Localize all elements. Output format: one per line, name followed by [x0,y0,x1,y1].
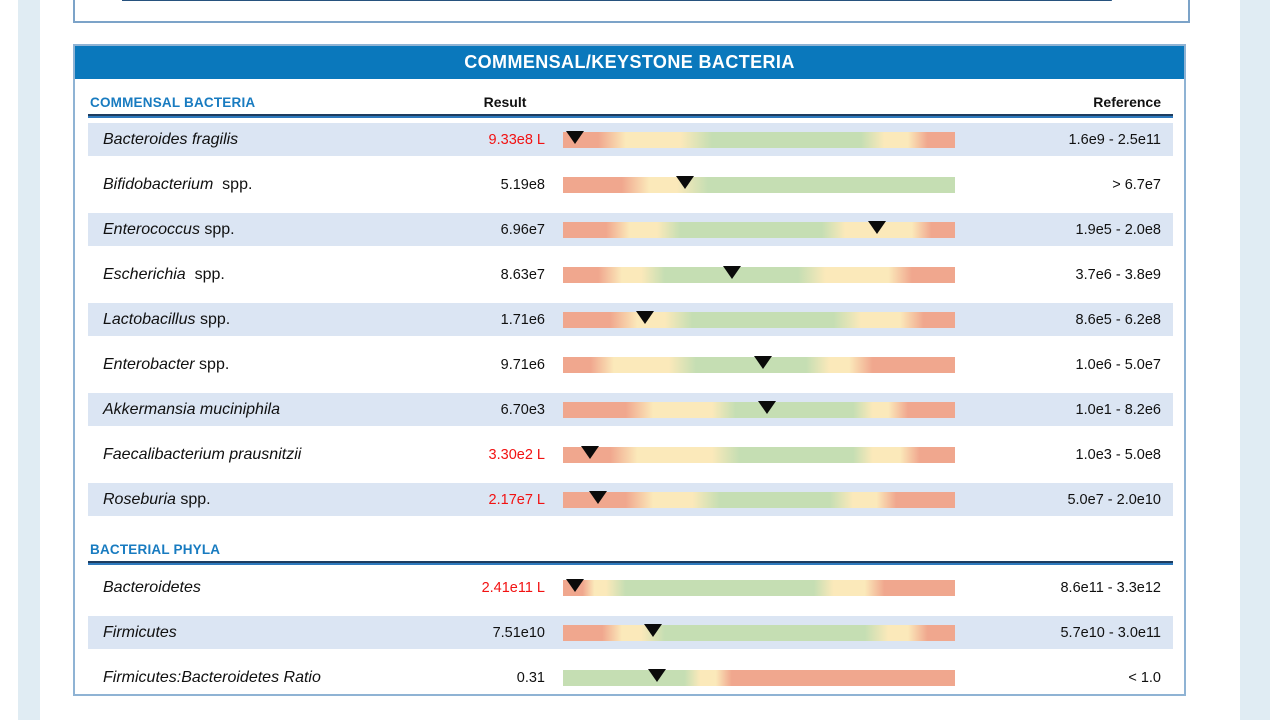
result-value: 3.30e2 L [488,446,545,463]
reference-range: < 1.0 [1128,669,1161,686]
result-marker-icon [753,355,772,369]
result-marker-icon [565,130,584,144]
reference-range: 1.0e3 - 5.0e8 [1075,446,1161,463]
header-rule [88,114,1173,118]
page-edge-left [18,0,40,720]
result-value: 8.63e7 [500,266,545,283]
result-marker-icon [581,445,600,459]
reference-range-bar [563,668,955,686]
commensal-keystone-panel: COMMENSAL/KEYSTONE BACTERIA COMMENSAL BA… [73,44,1186,696]
result-marker-icon [675,175,694,189]
result-value: 1.71e6 [500,311,545,328]
organism-name: Firmicutes [103,623,177,641]
table-row: Akkermansia muciniphila 6.70e3 1.0e1 - 8.2… [88,393,1173,426]
result-value: 5.19e8 [500,176,545,193]
column-header-reference: Reference [1093,94,1161,110]
table-row: Enterobacter spp. 9.71e6 1.0e6 - 5.0e7 [88,348,1173,381]
reference-range-bar [563,265,955,283]
organism-name: Lactobacillus spp. [103,310,231,328]
column-header-result: Result [483,94,527,110]
organism-name: Akkermansia muciniphila [103,400,280,418]
panel-title: COMMENSAL/KEYSTONE BACTERIA [464,52,795,72]
section-heading-bacterial-phyla: BACTERIAL PHYLA [90,542,221,557]
reference-range: 1.6e9 - 2.5e11 [1068,131,1161,148]
table-row: Roseburia spp. 2.17e7 L 5.0e7 - 2.0e10 [88,483,1173,516]
organism-name: Bacteroidetes [103,578,201,596]
reference-range: 5.7e10 - 3.0e11 [1060,624,1161,641]
reference-range-bar [563,490,955,508]
result-value: 2.41e11 L [481,579,545,596]
result-marker-icon [648,668,667,682]
result-marker-icon [757,400,776,414]
reference-range: 8.6e5 - 6.2e8 [1075,311,1161,328]
result-value: 0.31 [516,669,545,686]
table-row: Bacteroides fragilis 9.33e8 L 1.6e9 - 2.5e… [88,123,1173,156]
reference-range-bar [563,578,955,596]
organism-name: Roseburia spp. [103,490,211,508]
reference-range-bar [563,355,955,373]
result-value: 7.51e10 [492,624,545,641]
column-header-group: COMMENSAL BACTERIA [90,94,256,110]
table-row: Faecalibacterium prausnitzii 3.30e2 L 1.0e… [88,438,1173,471]
reference-range: 1.0e1 - 8.2e6 [1075,401,1161,418]
organism-name: Enterobacter spp. [103,355,230,373]
result-value: 6.70e3 [500,401,545,418]
reference-range: > 6.7e7 [1112,176,1161,193]
result-marker-icon [565,578,584,592]
result-marker-icon [722,265,741,279]
reference-range-bar [563,175,955,193]
reference-range: 5.0e7 - 2.0e10 [1067,491,1161,508]
reference-range-bar [563,623,955,641]
reference-range: 8.6e11 - 3.3e12 [1060,579,1161,596]
organism-name: Faecalibacterium prausnitzii [103,445,302,463]
result-value: 9.71e6 [500,356,545,373]
reference-range-bar [563,445,955,463]
table-row: Bacteroidetes 2.41e11 L 8.6e11 - 3.3e12 [88,571,1173,604]
organism-name: Enterococcus spp. [103,220,235,238]
panel-title-band: COMMENSAL/KEYSTONE BACTERIA [75,46,1184,79]
organism-name: Escherichia spp. [103,265,225,283]
table-row: Firmicutes:Bacteroidetes Ratio 0.31 < 1.0 [88,661,1173,694]
phyla-rule [88,561,1173,565]
result-value: 6.96e7 [500,221,545,238]
result-marker-icon [867,220,886,234]
reference-range-bar [563,310,955,328]
table-row: Lactobacillus spp. 1.71e6 8.6e5 - 6.2e8 [88,303,1173,336]
result-value: 9.33e8 L [488,131,545,148]
result-value: 2.17e7 L [488,491,545,508]
table-row: Enterococcus spp. 6.96e7 1.9e5 - 2.0e8 [88,213,1173,246]
table-row: Escherichia spp. 8.63e7 3.7e6 - 3.8e9 [88,258,1173,291]
result-marker-icon [636,310,655,324]
commensal-bacteria-rows: Bacteroides fragilis 9.33e8 L 1.6e9 - 2.5e… [88,123,1173,516]
reference-range: 1.0e6 - 5.0e7 [1075,356,1161,373]
table-row: Firmicutes 7.51e10 5.7e10 - 3.0e11 [88,616,1173,649]
organism-name: Firmicutes:Bacteroidetes Ratio [103,668,321,686]
reference-range-bar [563,130,955,148]
reference-range: 3.7e6 - 3.8e9 [1075,266,1161,283]
table-row: Bifidobacterium spp. 5.19e8 > 6.7e7 [88,168,1173,201]
organism-name: Bifidobacterium spp. [103,175,253,193]
table-header-row: COMMENSAL BACTERIA Result Reference [88,93,1173,111]
organism-name: Bacteroides fragilis [103,130,239,148]
reference-range: 1.9e5 - 2.0e8 [1075,221,1161,238]
bacterial-phyla-rows: Bacteroidetes 2.41e11 L 8.6e11 - 3.3e12 Fir… [88,571,1173,694]
previous-panel-bottom [73,0,1190,23]
reference-range-bar [563,400,955,418]
previous-table-edge [122,0,1112,1]
reference-range-bar [563,220,955,238]
result-marker-icon [644,623,663,637]
page-edge-right [1240,0,1270,720]
result-marker-icon [589,490,608,504]
